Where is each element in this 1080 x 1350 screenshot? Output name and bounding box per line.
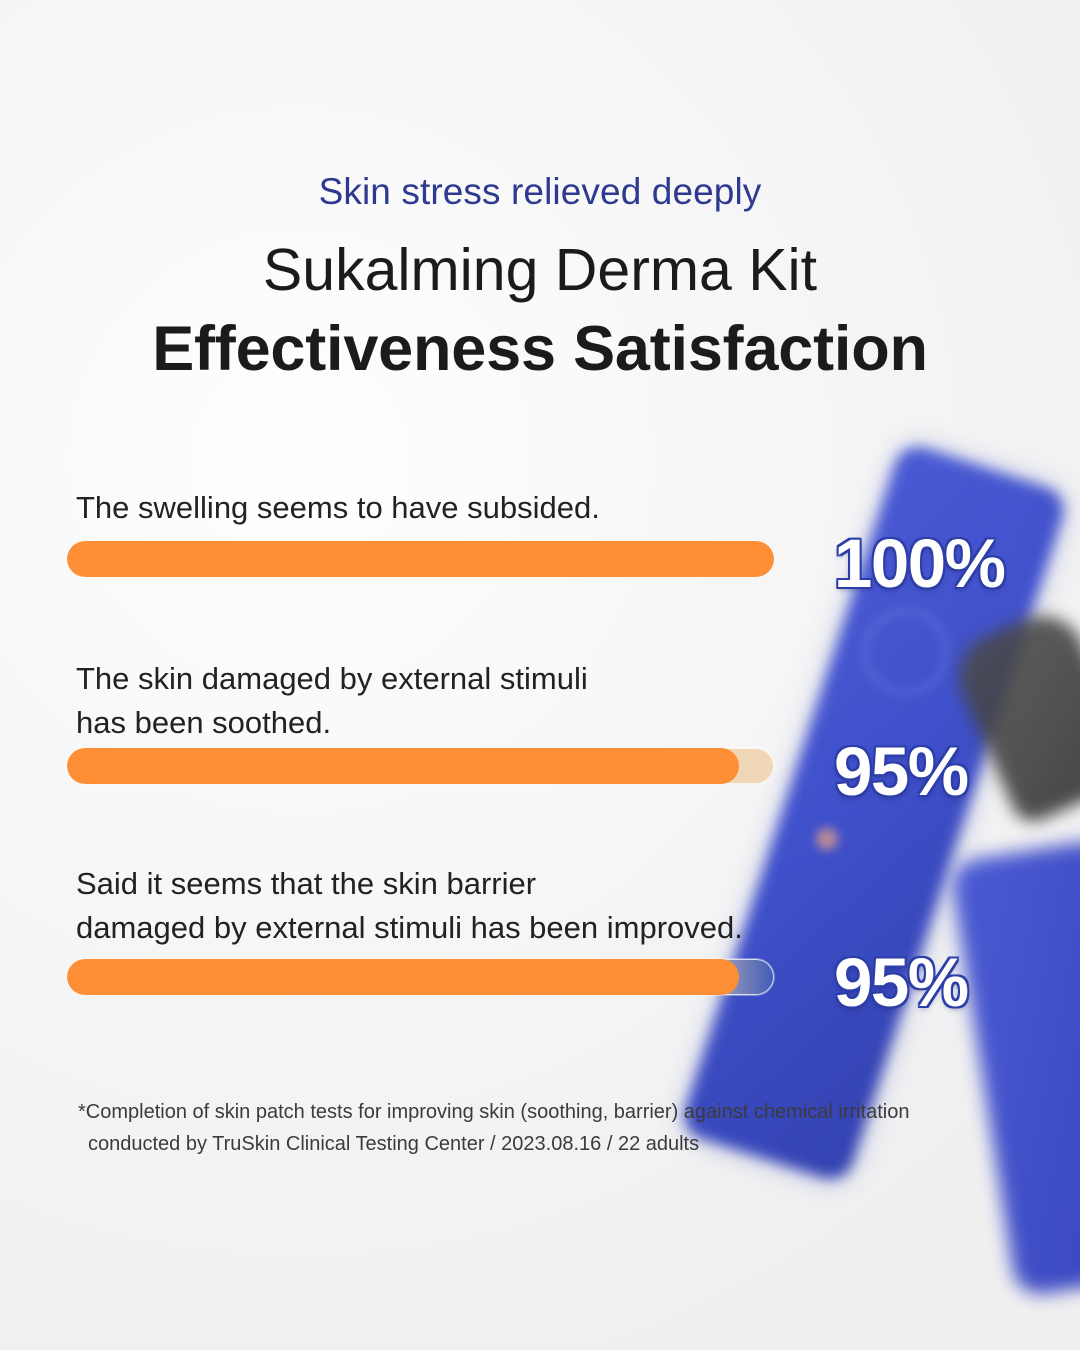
page-title-emphasis: Effectiveness Satisfaction [152, 314, 928, 384]
bar-track [67, 748, 774, 784]
bar-category-label: Said it seems that the skin barrier dama… [76, 866, 743, 945]
footnote-line: *Completion of skin patch tests for impr… [78, 1101, 910, 1123]
bar-value-label: 95% [834, 733, 969, 810]
bar-category-label: The skin damaged by external stimuli has… [76, 661, 588, 740]
footnote-line: conducted by TruSkin Clinical Testing Ce… [88, 1133, 700, 1155]
bar-track [67, 959, 774, 995]
bar [67, 959, 739, 995]
page-title: Sukalming Derma Kit [262, 237, 818, 304]
product-dot-mark [816, 828, 838, 850]
bar [67, 748, 739, 784]
footnote: *Completion of skin patch tests for impr… [78, 1096, 978, 1160]
bar-track [67, 541, 774, 577]
bar [67, 541, 774, 577]
header: Skin stress relieved deeply Sukalming De… [0, 170, 1080, 385]
bar-value-label: 100% [834, 525, 1006, 602]
eyebrow-text: Skin stress relieved deeply [318, 171, 762, 212]
bar-value-label: 95% [834, 944, 969, 1021]
bar-category-label: The swelling seems to have subsided. [76, 490, 600, 525]
